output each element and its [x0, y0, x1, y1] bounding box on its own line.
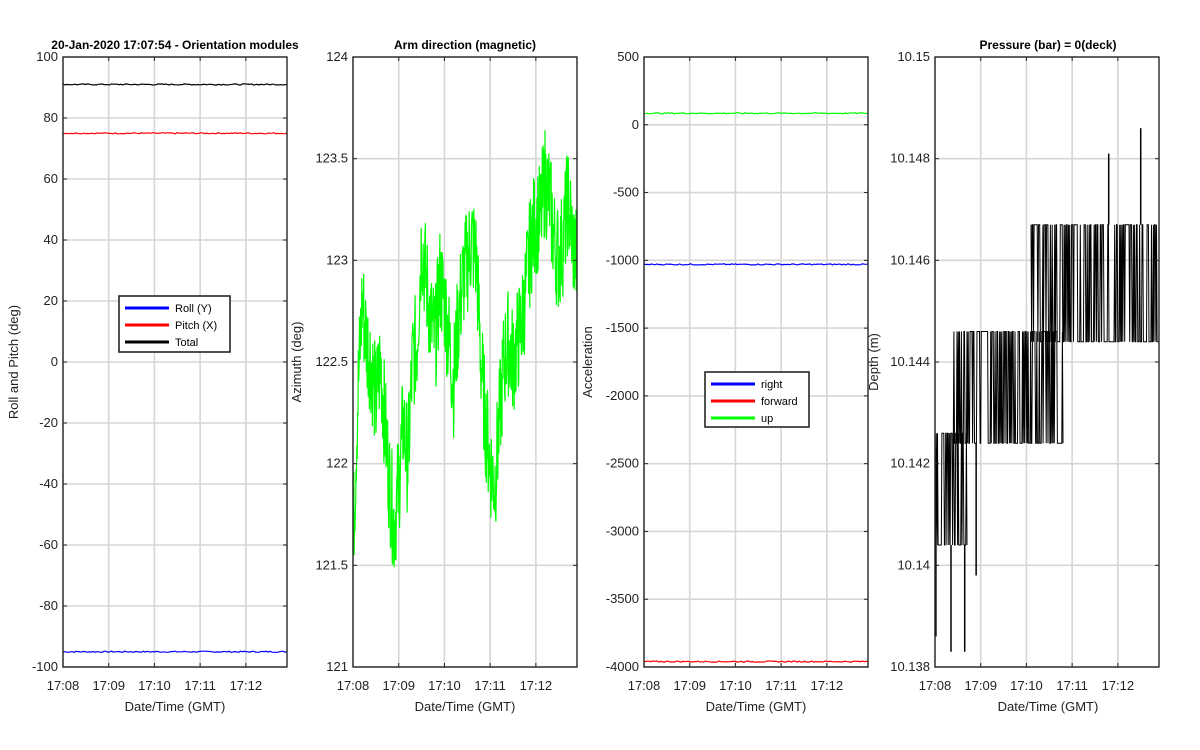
- azimuth-line: [353, 130, 577, 568]
- y-tick-label: 10.14: [897, 557, 930, 572]
- depth-line: [1030, 224, 1159, 343]
- series-group: [63, 83, 287, 654]
- y-tick-label: -3000: [606, 523, 639, 538]
- depth-line: [935, 432, 968, 546]
- legend-label: Roll (Y): [175, 303, 212, 315]
- y-tick-label: 0: [51, 354, 58, 369]
- x-tick-label: 17:09: [92, 678, 125, 693]
- legend-label: up: [761, 413, 773, 425]
- y-tick-label: 123.5: [315, 151, 348, 166]
- y-tick-label: 20: [44, 293, 58, 308]
- panel-title: Pressure (bar) = 0(deck): [979, 38, 1116, 52]
- y-tick-label: 100: [36, 49, 58, 64]
- x-tick-label: 17:12: [230, 678, 263, 693]
- y-tick-label: 10.138: [890, 659, 930, 674]
- series-line-roll-y-: [63, 650, 287, 654]
- y-tick-label: -2500: [606, 456, 639, 471]
- y-tick-label: 122.5: [315, 354, 348, 369]
- y-tick-label: 121.5: [315, 557, 348, 572]
- x-tick-label: 17:10: [1010, 678, 1043, 693]
- y-tick-label: -60: [39, 537, 58, 552]
- x-tick-label: 17:11: [765, 678, 797, 693]
- series-group: [353, 130, 577, 568]
- plot-area: [644, 57, 868, 667]
- y-tick-label: -20: [39, 415, 58, 430]
- series-line-total: [63, 83, 287, 86]
- y-tick-label: 40: [44, 232, 58, 247]
- series-group: [644, 112, 868, 663]
- legend: Roll (Y) Pitch (X) Total: [118, 295, 231, 353]
- y-tick-label: 500: [617, 49, 639, 64]
- x-tick-label: 17:09: [964, 678, 997, 693]
- y-axis-label: Azimuth (deg): [289, 322, 304, 403]
- x-tick-label: 17:11: [474, 678, 506, 693]
- series-line-up: [644, 112, 868, 115]
- y-axis-label: Acceleration: [580, 326, 595, 398]
- x-axis-label: Date/Time (GMT): [706, 699, 807, 714]
- x-tick-label: 17:09: [673, 678, 706, 693]
- y-axis-label: Depth (m): [866, 333, 881, 391]
- x-axis-label: Date/Time (GMT): [415, 699, 516, 714]
- x-tick-label: 17:08: [919, 678, 952, 693]
- y-tick-label: -100: [32, 659, 58, 674]
- depth-line: [952, 331, 1064, 444]
- panel-pressure: 10.138 10.14 10.142 10.144 10.146 10.148 10.15…: [866, 38, 1160, 714]
- y-tick-label: 122: [326, 456, 348, 471]
- x-tick-label: 17:10: [719, 678, 752, 693]
- legend-label: right: [761, 379, 782, 391]
- y-tick-label: 10.15: [897, 49, 930, 64]
- x-axis-label: Date/Time (GMT): [998, 699, 1099, 714]
- x-tick-label: 17:10: [138, 678, 171, 693]
- y-tick-label: 80: [44, 110, 58, 125]
- x-tick-label: 17:09: [382, 678, 415, 693]
- x-tick-label: 17:12: [1102, 678, 1135, 693]
- x-tick-label: 17:11: [184, 678, 216, 693]
- y-tick-label: -500: [613, 185, 639, 200]
- panel-acceleration: -4000 -3500 -3000 -2500 -2000 -1500 -1000 -500 0…: [580, 49, 869, 714]
- x-tick-label: 17:08: [47, 678, 80, 693]
- y-axis-label: Roll and Pitch (deg): [6, 305, 21, 419]
- x-tick-label: 17:11: [1056, 678, 1088, 693]
- y-tick-label: -1000: [606, 252, 639, 267]
- legend-label: forward: [761, 396, 798, 408]
- panel-orientation: -100 -80 -60 -40 -20 0 20 40 60 80 100 17:08 17:09 17…: [6, 38, 299, 714]
- y-tick-label: -40: [39, 476, 58, 491]
- y-tick-label: 123: [326, 252, 348, 267]
- axes-frame: [643, 56, 869, 668]
- panel-title: 20-Jan-2020 17:07:54 - Orientation modul…: [51, 38, 299, 52]
- x-tick-label: 17:10: [428, 678, 461, 693]
- y-tick-label: 10.148: [890, 151, 930, 166]
- x-tick-label: 17:12: [811, 678, 844, 693]
- legend-label: Total: [175, 337, 198, 349]
- y-tick-label: 124: [326, 49, 348, 64]
- y-tick-label: 0: [632, 117, 639, 132]
- legend-label: Pitch (X): [175, 320, 217, 332]
- x-tick-label: 17:08: [337, 678, 370, 693]
- x-axis-label: Date/Time (GMT): [125, 699, 226, 714]
- y-tick-label: -80: [39, 598, 58, 613]
- y-tick-label: 10.144: [890, 354, 930, 369]
- series-line-right: [644, 263, 868, 266]
- y-tick-label: -1500: [606, 320, 639, 335]
- y-tick-label: -3500: [606, 591, 639, 606]
- series-line-pitch-x-: [63, 132, 287, 135]
- y-tick-label: -4000: [606, 659, 639, 674]
- panel-arm-direction: 121 121.5 122 122.5 123 123.5 124 17:08 17:09 17:…: [289, 38, 578, 714]
- y-tick-label: -2000: [606, 388, 639, 403]
- x-tick-label: 17:12: [520, 678, 553, 693]
- y-tick-label: 10.142: [890, 456, 930, 471]
- y-tick-label: 121: [326, 659, 348, 674]
- x-tick-label: 17:08: [628, 678, 661, 693]
- y-tick-label: 10.146: [890, 252, 930, 267]
- panel-title: Arm direction (magnetic): [394, 38, 536, 52]
- legend: right forward up: [704, 371, 810, 428]
- y-tick-label: 60: [44, 171, 58, 186]
- series-line-forward: [644, 660, 868, 663]
- series-group: [935, 128, 1159, 652]
